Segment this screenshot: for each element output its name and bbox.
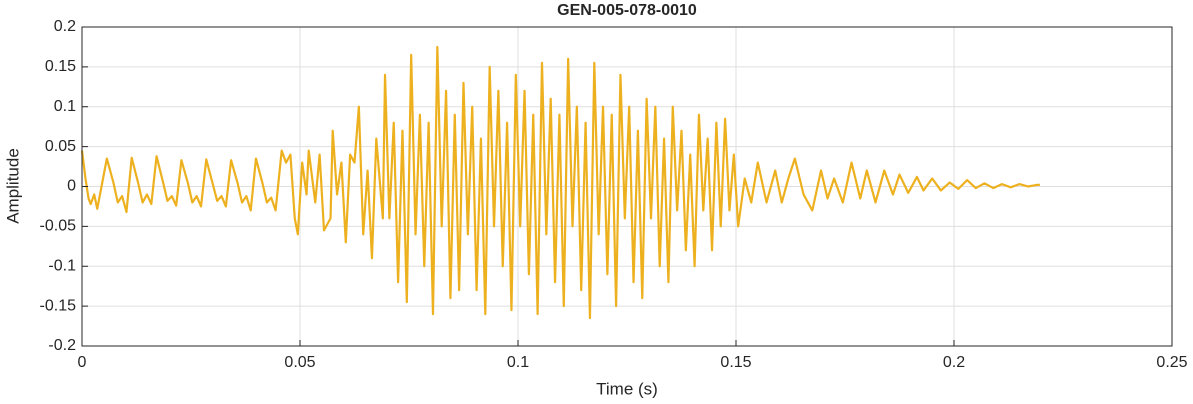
y-axis-label: Amplitude [3,148,22,224]
plot-area [80,45,1040,320]
y-tick-label: 0 [67,178,76,195]
y-tick-label: -0.05 [40,218,77,235]
waveform-line [80,45,1040,320]
x-tick-label: 0.2 [943,354,965,371]
y-tick-label: 0.2 [54,18,76,35]
y-tick-label: -0.2 [48,337,76,354]
x-tick-label: 0.25 [1156,354,1187,371]
y-tick-label: -0.15 [40,297,77,314]
y-tick-label: -0.1 [48,257,76,274]
x-tick-label: 0.15 [720,354,751,371]
chart-title: GEN-005-078-0010 [557,2,697,19]
y-tick-label: 0.05 [45,138,76,155]
x-axis-label: Time (s) [596,379,658,398]
y-tick-label: 0.1 [54,98,76,115]
x-tick-label: 0.05 [284,354,315,371]
x-tick-label: 0.1 [507,354,529,371]
x-tick-label: 0 [78,354,87,371]
y-tick-label: 0.15 [45,58,76,75]
